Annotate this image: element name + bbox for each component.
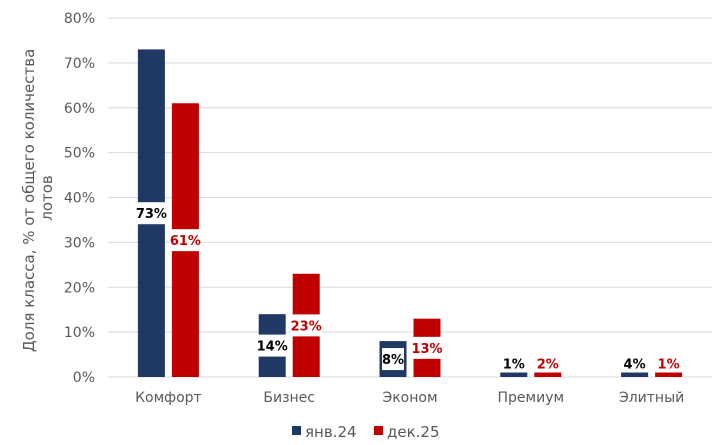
- data-label: 13%: [411, 342, 442, 357]
- y-tick-label: 80%: [64, 11, 95, 27]
- x-tick-label: Комфорт: [135, 390, 202, 406]
- data-label-background: [411, 336, 443, 359]
- y-tick-label: 70%: [64, 56, 95, 72]
- data-label-background: [169, 229, 201, 252]
- y-tick-label: 0%: [73, 370, 95, 386]
- data-label-background: [382, 348, 404, 371]
- x-tick-label: Элитный: [619, 390, 684, 406]
- y-axis-title-line2: лотов: [38, 175, 56, 221]
- data-label: 1%: [658, 358, 680, 373]
- x-tick-label: Эконом: [382, 390, 437, 406]
- y-tick-label: 40%: [64, 191, 95, 207]
- data-label: 2%: [537, 358, 559, 373]
- bar: [500, 372, 528, 377]
- data-label: 73%: [136, 207, 167, 222]
- data-label: 8%: [382, 353, 404, 368]
- legend-label: дек.25: [387, 423, 440, 441]
- y-tick-label: 60%: [64, 101, 95, 117]
- y-tick-label: 50%: [64, 146, 95, 162]
- data-label: 1%: [503, 358, 525, 373]
- legend-swatch: [292, 426, 301, 435]
- x-tick-label: Премиум: [498, 390, 565, 406]
- legend-swatch: [374, 426, 383, 435]
- y-axis-title: Доля класса, % от общего количества лото…: [20, 44, 56, 352]
- y-tick-label: 10%: [64, 325, 95, 341]
- data-label: 61%: [170, 234, 201, 249]
- x-tick-label: Бизнес: [263, 390, 315, 406]
- bar: [621, 372, 649, 377]
- data-label-background: [135, 202, 167, 225]
- data-label: 4%: [624, 358, 646, 373]
- y-axis-title-line1: Доля класса, % от общего количества: [20, 49, 38, 352]
- legend-label: янв.24: [305, 423, 357, 441]
- bar: [534, 372, 562, 377]
- y-tick-label: 20%: [64, 280, 95, 296]
- data-label: 14%: [257, 340, 288, 355]
- y-tick-label: 30%: [64, 235, 95, 251]
- data-label: 23%: [291, 319, 322, 334]
- data-label-background: [290, 314, 322, 337]
- bar: [655, 372, 683, 377]
- data-label-background: [256, 334, 288, 357]
